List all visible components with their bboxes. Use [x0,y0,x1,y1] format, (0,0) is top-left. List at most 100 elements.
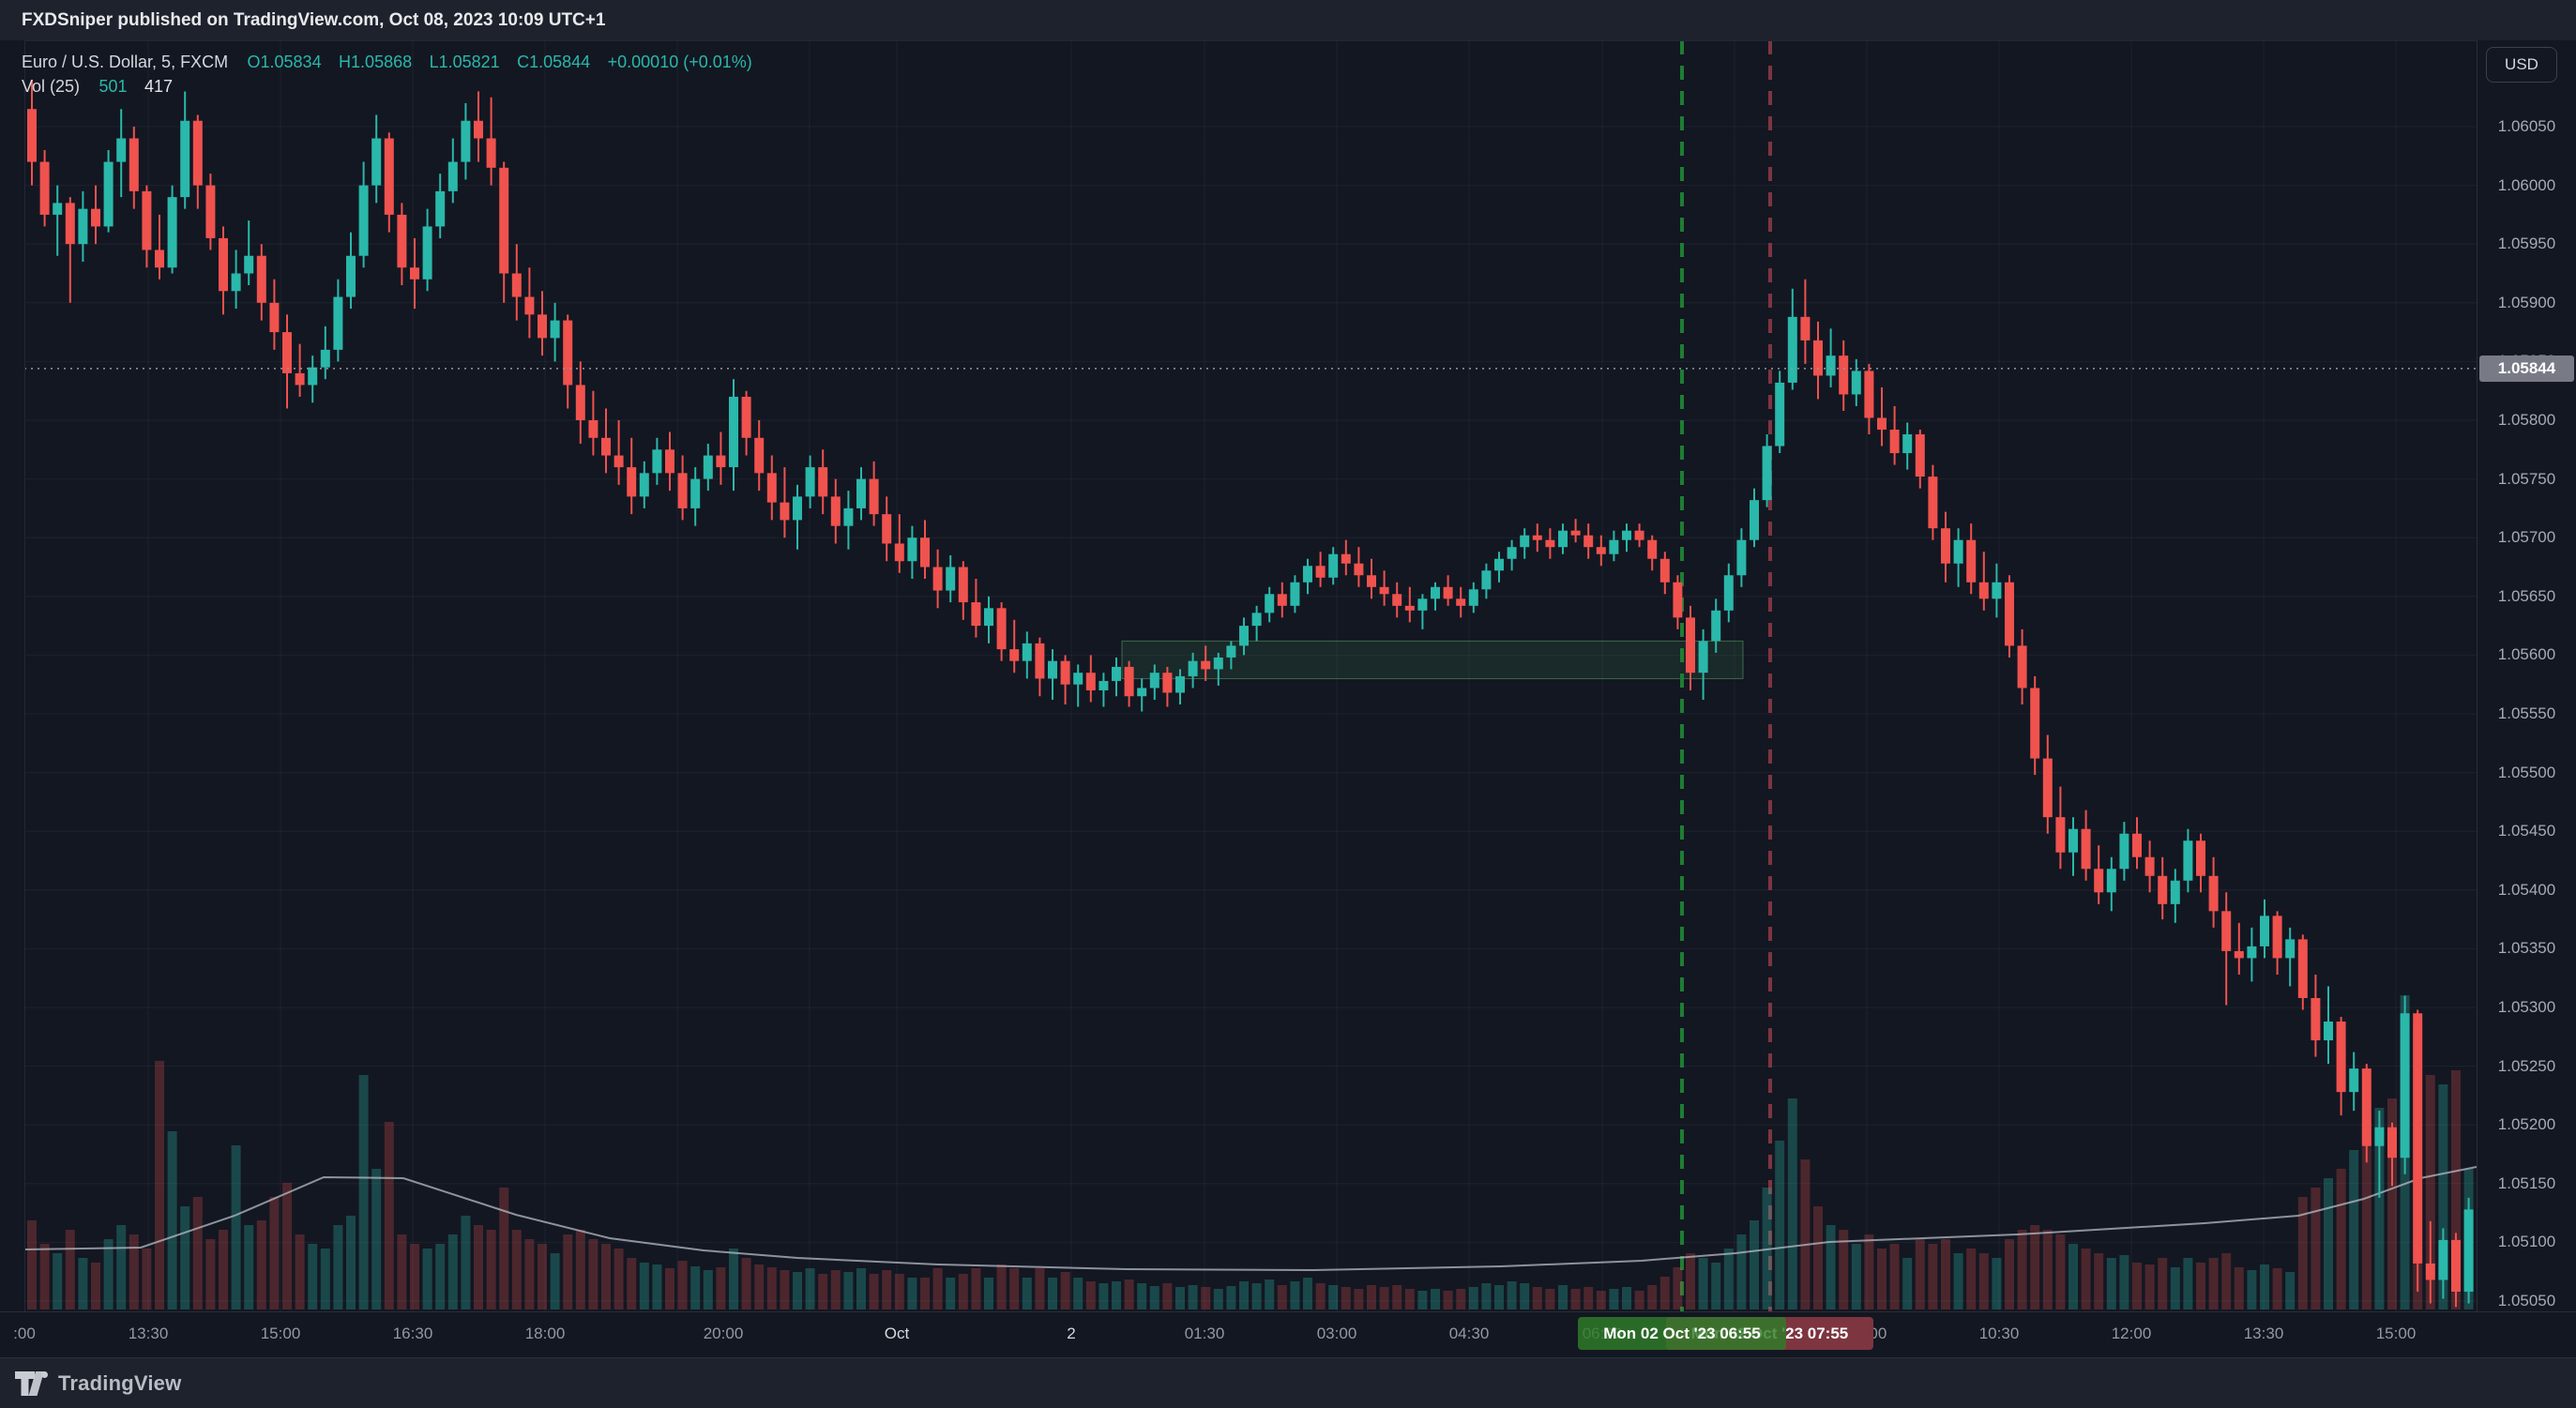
candle [486,97,496,186]
volume-bar [53,1253,63,1310]
currency-button[interactable]: USD [2486,47,2557,83]
candle [1622,523,1631,553]
volume-bar [2260,1264,2269,1310]
time-tag-green: Mon 02 Oct '23 06:55 [1578,1317,1786,1350]
volume-bars [27,995,2474,1310]
volume-bar [1099,1283,1109,1310]
volume-bar [793,1272,802,1310]
volume-bar [371,1169,382,1310]
candle [142,185,152,268]
candle [2451,1233,2461,1308]
candle [1251,605,1262,642]
volume-bar [1673,1267,1683,1310]
volume-bar [2183,1258,2193,1310]
candle [984,596,993,643]
volume-bar [2081,1249,2091,1310]
candle [2247,927,2257,982]
time-axis-label: 03:00 [1316,1325,1357,1342]
chart-canvas[interactable] [0,40,2477,1311]
time-axis-label: 12:00 [2111,1325,2152,1342]
candle [793,484,802,550]
time-axis-label: 15:00 [2375,1325,2417,1342]
volume-bar [282,1183,292,1310]
candle [320,326,330,380]
candle [1009,619,1020,674]
volume-bar [231,1145,241,1310]
candle [2068,817,2078,876]
candle [192,114,203,209]
volume-bar [2005,1239,2014,1310]
candle [894,514,904,573]
candle [53,185,63,256]
candle [996,602,1007,661]
candle [1813,321,1823,400]
price-axis-label: 1.05700 [2497,528,2556,547]
zone-box-drawing[interactable] [1121,640,1744,679]
volume-bar [843,1272,854,1310]
candle [1239,617,1249,656]
price-axis-label: 1.05450 [2497,822,2556,840]
candle [524,267,535,339]
volume-bar [256,1220,266,1310]
volume-bar [2336,1169,2346,1310]
candle [690,467,701,526]
time-axis[interactable]: :00 13:30 15:00 16:30 18:00 20:00 Oct 2 01:30 03:… [0,1311,2576,1358]
tradingview-logo-link[interactable]: TradingView [15,1369,181,1399]
volume-bar [1686,1253,1695,1310]
legend-close: C1.05844 [517,53,591,71]
volume-bar [2221,1253,2232,1310]
candle [1303,558,1312,595]
time-axis-label: 13:30 [2243,1325,2284,1342]
volume-bar [1889,1244,1900,1310]
price-axis-label: 1.05200 [2497,1115,2556,1134]
price-axis-label: 1.05250 [2497,1056,2556,1075]
candle [1226,641,1236,670]
volume-bar [882,1270,892,1310]
candle [2463,1197,2474,1304]
candle [2234,922,2244,975]
candle [1826,328,1836,387]
volume-bar [1404,1289,1415,1310]
candle [920,520,930,580]
volume-bar [384,1122,394,1310]
volume-bar [2361,1122,2371,1310]
volume-bar [971,1268,981,1310]
volume-bar [1048,1278,1057,1310]
candle [103,150,114,233]
volume-bar [2144,1264,2155,1310]
symbol-title[interactable]: Euro / U.S. Dollar, 5, FXCM [22,53,229,71]
legend-high: H1.05868 [339,53,413,71]
volume-bar [894,1274,904,1310]
volume-bar [1864,1234,1874,1310]
volume-bar [1736,1234,1747,1310]
candle [639,461,649,508]
candle [1877,386,1887,447]
candle [397,203,407,286]
candle [1265,586,1275,623]
candle [346,232,356,310]
volume-bar [1239,1281,1249,1310]
volume-bar [1711,1263,1721,1310]
candle [244,220,254,286]
candle [1162,666,1173,707]
candle [358,161,369,268]
candle [716,431,726,485]
price-axis-label: 1.06050 [2497,117,2556,135]
time-axis-label: 10:30 [1978,1325,2020,1342]
candle [1800,279,1811,364]
volume-bar [1558,1285,1568,1310]
volume-bar [1022,1278,1032,1310]
candle [2349,1052,2359,1112]
candle [1596,535,1606,567]
volume-bar [729,1249,738,1310]
volume-bar [1647,1285,1658,1310]
candle [1456,586,1466,618]
volume-bar [1583,1287,1594,1310]
candle [2336,1017,2346,1116]
candle [1417,594,1428,629]
price-axis[interactable]: USD 1.060501.060001.059501.059001.058501… [2477,40,2576,1358]
candle [1060,655,1070,704]
candle [754,420,765,492]
candle [1213,652,1223,686]
volume-bar [129,1234,139,1310]
